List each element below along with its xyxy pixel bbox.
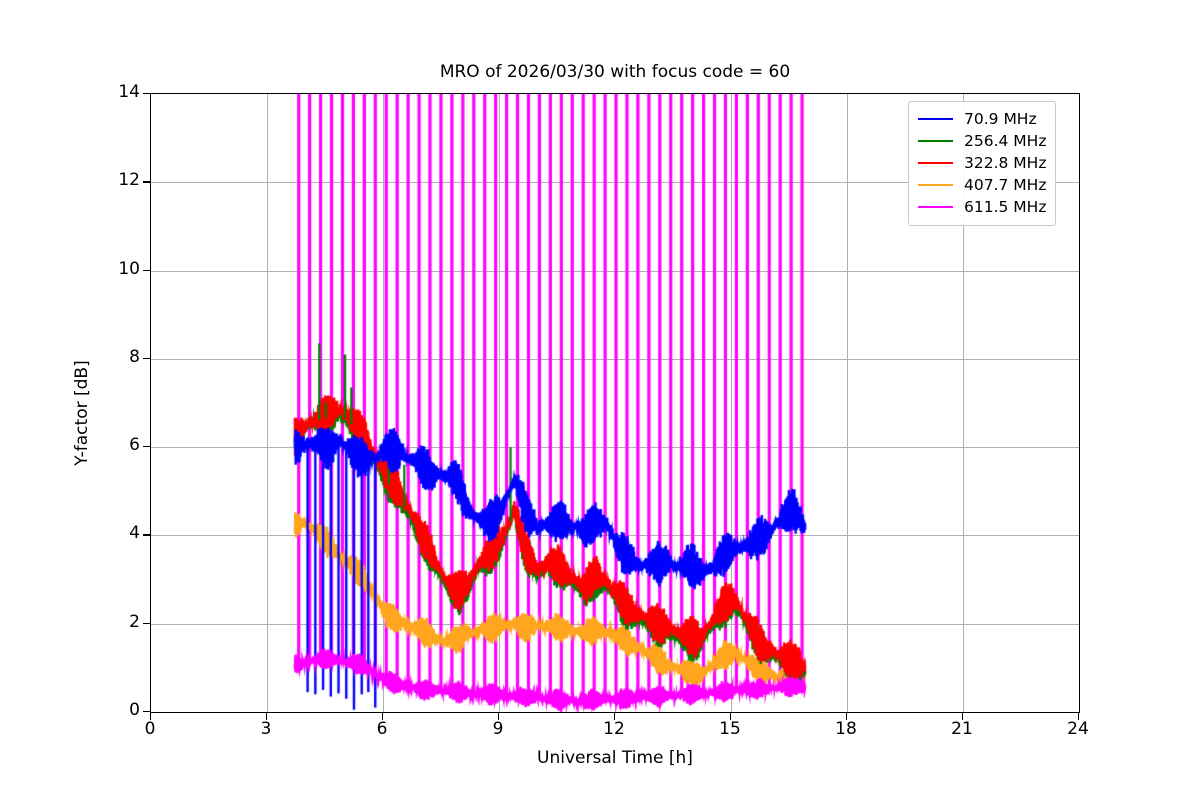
legend-item-label: 322.8 MHz — [964, 154, 1047, 172]
legend-item[interactable]: 70.9 MHz — [918, 108, 1046, 130]
legend-item[interactable]: 322.8 MHz — [918, 152, 1046, 174]
y-tick-label: 14 — [118, 82, 140, 102]
legend-item-label: 407.7 MHz — [964, 176, 1047, 194]
y-tick-label: 12 — [118, 170, 140, 191]
y-tick-mark — [143, 446, 150, 448]
x-tick-label: 21 — [951, 719, 973, 739]
x-tick-mark — [614, 713, 616, 720]
x-tick-mark — [382, 713, 384, 720]
x-tick-label: 12 — [603, 719, 625, 739]
x-tick-mark — [1078, 713, 1080, 720]
legend-item-label: 70.9 MHz — [964, 110, 1037, 128]
x-tick-label: 15 — [719, 719, 741, 739]
legend-color-swatch — [918, 206, 953, 208]
y-tick-label: 10 — [118, 258, 140, 279]
y-tick-mark — [143, 181, 150, 183]
legend[interactable]: 70.9 MHz 256.4 MHz 322.8 MHz 407.7 MHz 611.5… — [908, 101, 1057, 226]
x-tick-mark — [962, 713, 964, 720]
x-tick-label: 9 — [492, 719, 504, 739]
x-tick-mark — [846, 713, 848, 720]
x-tick-label: 24 — [1067, 719, 1089, 739]
legend-color-swatch — [918, 184, 953, 186]
x-tick-label: 6 — [376, 719, 388, 739]
legend-item-label: 256.4 MHz — [964, 132, 1047, 150]
legend-item-label: 611.5 MHz — [964, 198, 1047, 216]
y-tick-label: 4 — [129, 523, 140, 544]
x-tick-label: 18 — [835, 719, 857, 739]
y-tick-label: 2 — [129, 611, 140, 632]
x-axis-title: Universal Time [h] — [537, 748, 693, 768]
x-tick-mark — [266, 713, 268, 720]
x-tick-label: 3 — [260, 719, 272, 739]
legend-item[interactable]: 407.7 MHz — [918, 174, 1046, 196]
x-tick-label: 0 — [144, 719, 156, 739]
page-title: MRO of 2026/03/30 with focus code = 60 — [439, 62, 791, 82]
y-tick-mark — [143, 622, 150, 624]
legend-color-swatch — [918, 162, 953, 164]
x-tick-mark — [498, 713, 500, 720]
y-axis-title: Y-factor [dB] — [72, 360, 92, 466]
x-tick-mark — [730, 713, 732, 720]
y-tick-mark — [143, 93, 150, 95]
legend-item[interactable]: 611.5 MHz — [918, 196, 1046, 218]
legend-color-swatch — [918, 140, 953, 142]
y-tick-label: 0 — [129, 700, 140, 720]
y-tick-label: 6 — [129, 435, 140, 456]
y-tick-label: 8 — [129, 346, 140, 367]
y-tick-mark — [143, 269, 150, 271]
legend-color-swatch — [918, 118, 953, 120]
y-tick-mark — [143, 534, 150, 536]
x-tick-mark — [150, 713, 152, 720]
y-tick-mark — [143, 711, 150, 713]
legend-item[interactable]: 256.4 MHz — [918, 130, 1046, 152]
y-tick-mark — [143, 357, 150, 360]
